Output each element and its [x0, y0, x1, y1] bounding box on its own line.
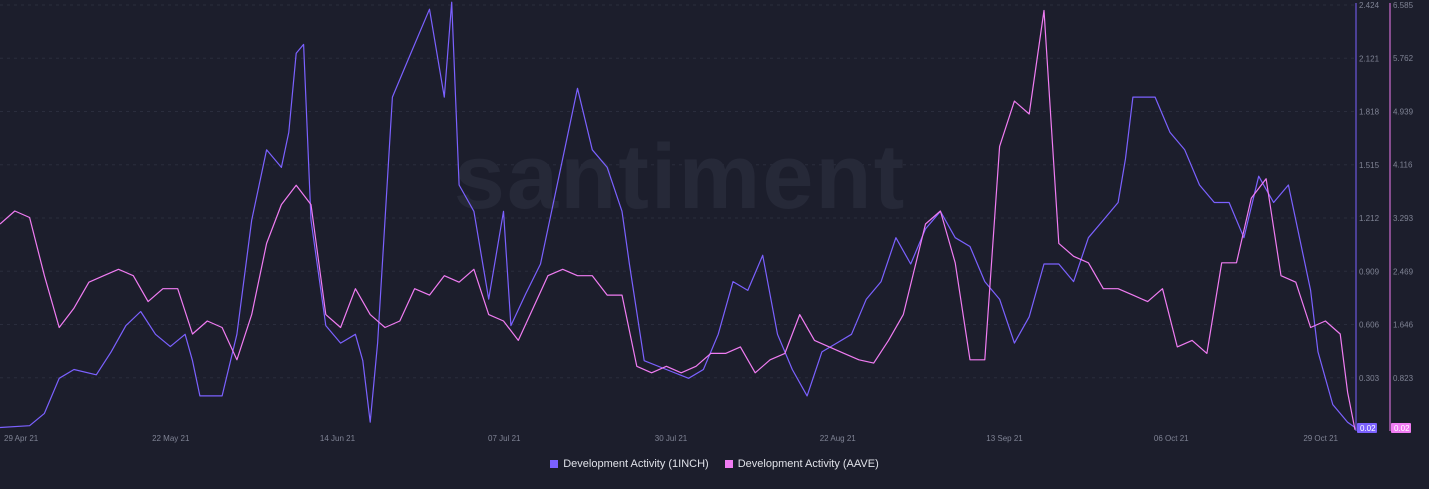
last-value-badge-1inch [1357, 423, 1377, 433]
y-tick-label-1inch: 0.303 [1359, 374, 1380, 383]
last-value-text-aave: 0.02 [1394, 424, 1410, 433]
y-tick-label-aave: 6.585 [1393, 1, 1414, 10]
y-tick-label-1inch: 0.606 [1359, 321, 1380, 330]
grid-layer [0, 4, 1355, 379]
legend-swatch-aave [724, 460, 733, 468]
y-tick-label-aave: 1.646 [1393, 321, 1414, 330]
y-tick-label-1inch: 1.818 [1359, 108, 1380, 117]
legend-label-aave: Development Activity (AAVE) [737, 458, 879, 470]
series-line-1inch[interactable] [0, 1, 1356, 429]
last-value-badge-aave [1391, 423, 1411, 433]
x-tick-label: 22 Aug 21 [820, 434, 857, 443]
y-tick-label-1inch: 0.909 [1359, 267, 1380, 276]
y-tick-label-1inch: 1.212 [1359, 214, 1380, 223]
y-tick-label-aave: 2.469 [1393, 267, 1414, 276]
series-line-aave[interactable] [0, 9, 1356, 430]
y-tick-label-1inch: 1.515 [1359, 161, 1380, 170]
santiment-watermark: santiment [454, 126, 907, 228]
legend-swatch-1inch [550, 460, 559, 468]
x-tick-label: 29 Apr 21 [4, 434, 39, 443]
x-tick-label: 22 May 21 [152, 434, 190, 443]
y-tick-label-aave: 0.823 [1393, 374, 1414, 383]
legend-item-aave[interactable]: Development Activity (AAVE) [724, 458, 879, 470]
y-tick-label-aave: 4.116 [1393, 161, 1413, 170]
last-value-text-1inch: 0.02 [1360, 424, 1376, 433]
y-tick-label-1inch: 2.424 [1359, 1, 1380, 10]
x-tick-label: 07 Jul 21 [488, 434, 521, 443]
legend-item-1inch[interactable]: Development Activity (1INCH) [550, 458, 709, 470]
legend-label-1inch: Development Activity (1INCH) [563, 458, 709, 470]
axis-layer: 29 Apr 21 22 May 21 14 Jun 21 07 Jul 21 30 J… [4, 1, 1414, 443]
x-tick-label: 30 Jul 21 [655, 434, 688, 443]
y-tick-label-1inch: 2.121 [1359, 54, 1380, 63]
y-tick-label-aave: 5.762 [1393, 54, 1414, 63]
x-tick-label: 13 Sep 21 [986, 434, 1023, 443]
y-tick-label-aave: 4.939 [1393, 107, 1414, 116]
x-tick-label: 06 Oct 21 [1154, 434, 1189, 443]
x-tick-label: 14 Jun 21 [320, 434, 356, 443]
legend: Development Activity (1INCH) Development… [0, 458, 1429, 470]
x-tick-label: 29 Oct 21 [1303, 434, 1338, 443]
series-layer [0, 1, 1356, 430]
y-tick-label-aave: 3.293 [1393, 214, 1414, 223]
